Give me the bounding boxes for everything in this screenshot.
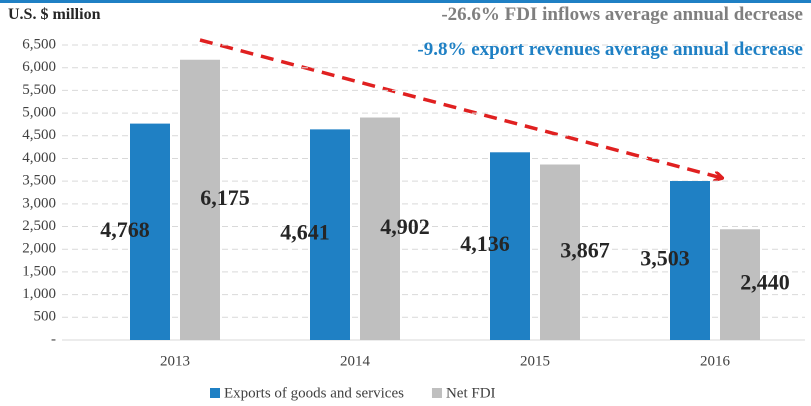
x-tick-label: 2016	[700, 353, 731, 369]
legend-swatch	[210, 388, 220, 398]
bar	[720, 229, 760, 340]
legend-label: Exports of goods and services	[224, 385, 404, 401]
y-tick-label: 5,000	[22, 105, 56, 121]
y-tick-label: 6,000	[22, 59, 56, 75]
y-tick-label: 1,000	[22, 286, 56, 302]
bar	[180, 59, 220, 340]
bar	[540, 164, 580, 340]
y-tick-label: 6,500	[22, 36, 56, 52]
data-label: 4,136	[460, 231, 510, 256]
y-tick-label: 3,500	[22, 173, 56, 189]
y-tick-label: 3,000	[22, 195, 56, 211]
data-label: 2,440	[740, 270, 790, 295]
y-tick-label: 4,500	[22, 127, 56, 143]
bar	[310, 129, 350, 340]
data-label: 3,867	[560, 237, 610, 262]
x-tick-label: 2014	[340, 353, 371, 369]
data-label: 4,768	[100, 217, 150, 242]
x-tick-label: 2013	[160, 353, 190, 369]
legend-swatch	[431, 388, 442, 398]
legend-label: Net FDI	[446, 385, 496, 401]
y-axis-label: U.S. $ million	[8, 6, 101, 23]
y-tick-label: 2,000	[22, 241, 56, 257]
bar	[670, 181, 710, 340]
bar	[490, 152, 530, 340]
x-tick-label: 2015	[520, 353, 550, 369]
y-tick-label: 2,500	[22, 218, 56, 234]
bar	[360, 117, 400, 340]
y-tick-label: 4,000	[22, 150, 56, 166]
y-tick-label: 5,500	[22, 82, 56, 98]
y-tick-label: -	[51, 331, 56, 347]
data-label: 6,175	[200, 185, 250, 210]
y-tick-label: 500	[34, 309, 57, 325]
data-label: 4,902	[380, 214, 430, 239]
annotation: -9.8% export revenues average annual dec…	[417, 39, 803, 60]
data-label: 3,503	[640, 246, 690, 271]
data-label: 4,641	[280, 220, 330, 245]
bar	[130, 123, 170, 340]
y-tick-label: 1,500	[22, 263, 56, 279]
top-rule	[0, 0, 811, 3]
annotation: -26.6% FDI inflows average annual decrea…	[441, 4, 803, 25]
trend-arrow	[199, 38, 722, 178]
